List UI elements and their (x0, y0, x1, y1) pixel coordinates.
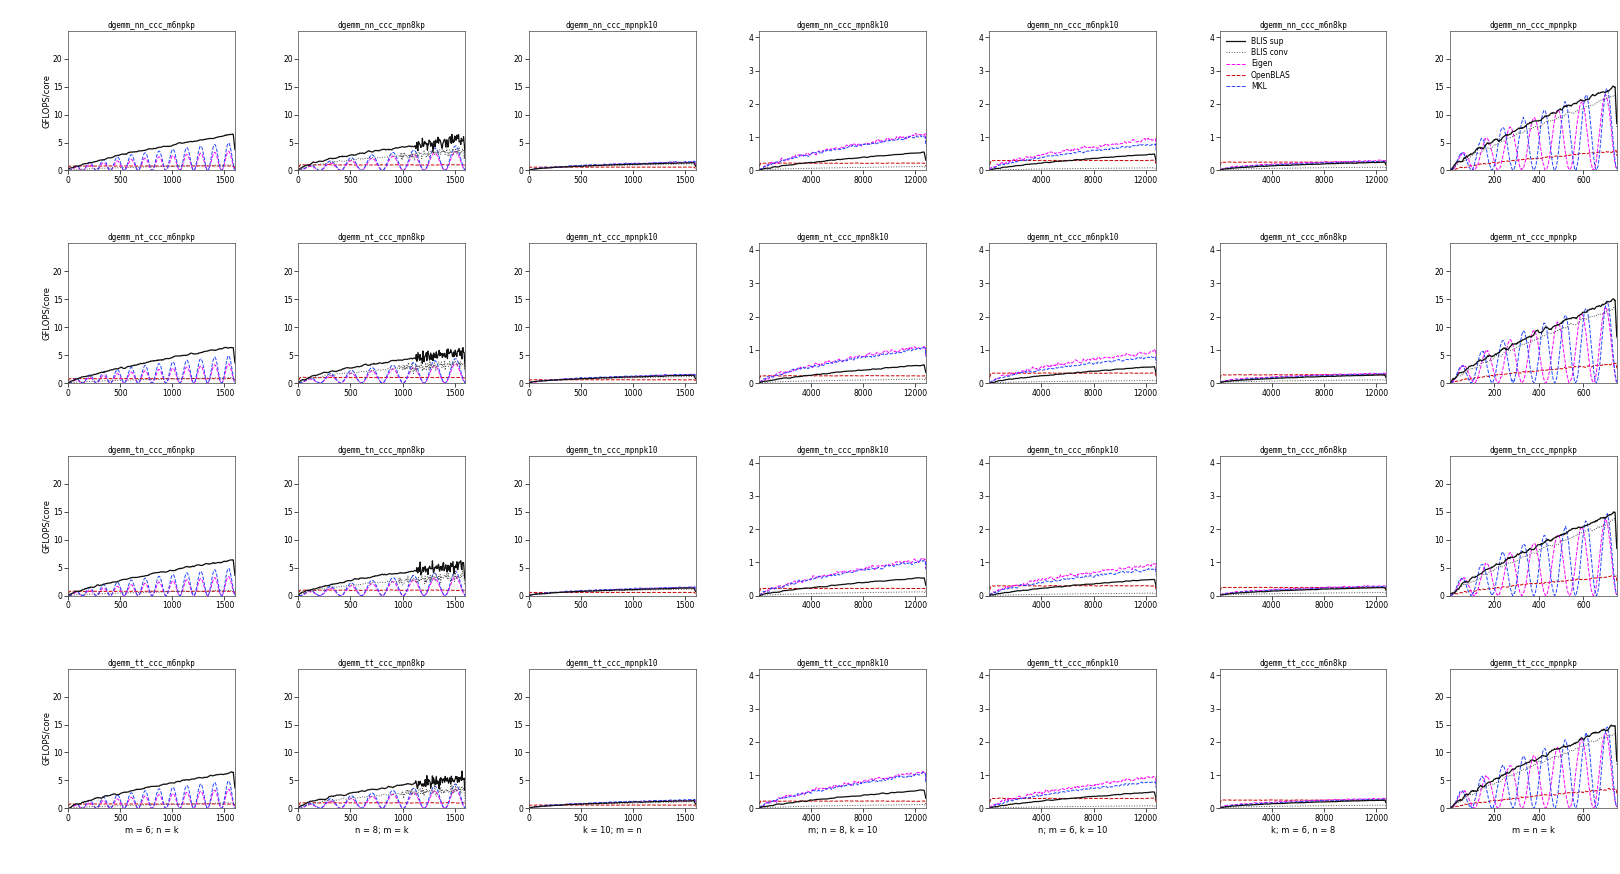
Title: dgemm_nn_ccc_m6n8kp: dgemm_nn_ccc_m6n8kp (1259, 21, 1346, 30)
Title: dgemm_nn_ccc_mpnpkp: dgemm_nn_ccc_mpnpkp (1489, 21, 1578, 30)
Title: dgemm_nn_ccc_m6npk10: dgemm_nn_ccc_m6npk10 (1027, 21, 1119, 30)
Title: dgemm_tt_ccc_mpnpkp: dgemm_tt_ccc_mpnpkp (1489, 659, 1578, 668)
Y-axis label: GFLOPS/core: GFLOPS/core (42, 73, 52, 128)
X-axis label: m = 6; n = k: m = 6; n = k (125, 826, 178, 835)
X-axis label: m; n = 8, k = 10: m; n = 8, k = 10 (808, 826, 876, 835)
Title: dgemm_tn_ccc_m6npk10: dgemm_tn_ccc_m6npk10 (1027, 446, 1119, 455)
Title: dgemm_tt_ccc_m6npkp: dgemm_tt_ccc_m6npkp (107, 659, 196, 668)
Title: dgemm_nt_ccc_m6npk10: dgemm_nt_ccc_m6npk10 (1027, 233, 1119, 242)
Title: dgemm_nn_ccc_mpn8k10: dgemm_nn_ccc_mpn8k10 (795, 21, 889, 30)
X-axis label: n; m = 6, k = 10: n; m = 6, k = 10 (1038, 826, 1108, 835)
Title: dgemm_nt_ccc_mpn8kp: dgemm_nt_ccc_mpn8kp (339, 233, 426, 242)
X-axis label: n = 8; m = k: n = 8; m = k (355, 826, 408, 835)
Y-axis label: GFLOPS/core: GFLOPS/core (42, 711, 52, 766)
Title: dgemm_tt_ccc_mpn8k10: dgemm_tt_ccc_mpn8k10 (795, 659, 889, 668)
Title: dgemm_tn_ccc_mpnpkp: dgemm_tn_ccc_mpnpkp (1489, 446, 1578, 455)
Title: dgemm_nt_ccc_m6npkp: dgemm_nt_ccc_m6npkp (107, 233, 196, 242)
Title: dgemm_nt_ccc_m6n8kp: dgemm_nt_ccc_m6n8kp (1259, 233, 1346, 242)
Title: dgemm_tt_ccc_mpnpk10: dgemm_tt_ccc_mpnpk10 (565, 659, 658, 668)
Title: dgemm_nt_ccc_mpn8k10: dgemm_nt_ccc_mpn8k10 (795, 233, 889, 242)
Title: dgemm_tt_ccc_mpn8kp: dgemm_tt_ccc_mpn8kp (339, 659, 426, 668)
X-axis label: k; m = 6, n = 8: k; m = 6, n = 8 (1270, 826, 1335, 835)
Title: dgemm_tt_ccc_m6n8kp: dgemm_tt_ccc_m6n8kp (1259, 659, 1346, 668)
Y-axis label: GFLOPS/core: GFLOPS/core (42, 499, 52, 553)
Title: dgemm_nn_ccc_mpnpk10: dgemm_nn_ccc_mpnpk10 (565, 21, 658, 30)
Title: dgemm_nn_ccc_m6npkp: dgemm_nn_ccc_m6npkp (107, 21, 196, 30)
Title: dgemm_tn_ccc_mpn8kp: dgemm_tn_ccc_mpn8kp (339, 446, 426, 455)
Title: dgemm_tt_ccc_m6npk10: dgemm_tt_ccc_m6npk10 (1027, 659, 1119, 668)
Title: dgemm_tn_ccc_mpnpk10: dgemm_tn_ccc_mpnpk10 (565, 446, 658, 455)
Title: dgemm_nt_ccc_mpnpk10: dgemm_nt_ccc_mpnpk10 (565, 233, 658, 242)
X-axis label: k = 10; m = n: k = 10; m = n (583, 826, 642, 835)
X-axis label: m = n = k: m = n = k (1511, 826, 1555, 835)
Y-axis label: GFLOPS/core: GFLOPS/core (42, 286, 52, 340)
Title: dgemm_tn_ccc_m6npkp: dgemm_tn_ccc_m6npkp (107, 446, 196, 455)
Legend: BLIS sup, BLIS conv, Eigen, OpenBLAS, MKL: BLIS sup, BLIS conv, Eigen, OpenBLAS, MK… (1223, 34, 1293, 94)
Title: dgemm_tn_ccc_m6n8kp: dgemm_tn_ccc_m6n8kp (1259, 446, 1346, 455)
Title: dgemm_nt_ccc_mpnpkp: dgemm_nt_ccc_mpnpkp (1489, 233, 1578, 242)
Title: dgemm_tn_ccc_mpn8k10: dgemm_tn_ccc_mpn8k10 (795, 446, 889, 455)
Title: dgemm_nn_ccc_mpn8kp: dgemm_nn_ccc_mpn8kp (339, 21, 426, 30)
